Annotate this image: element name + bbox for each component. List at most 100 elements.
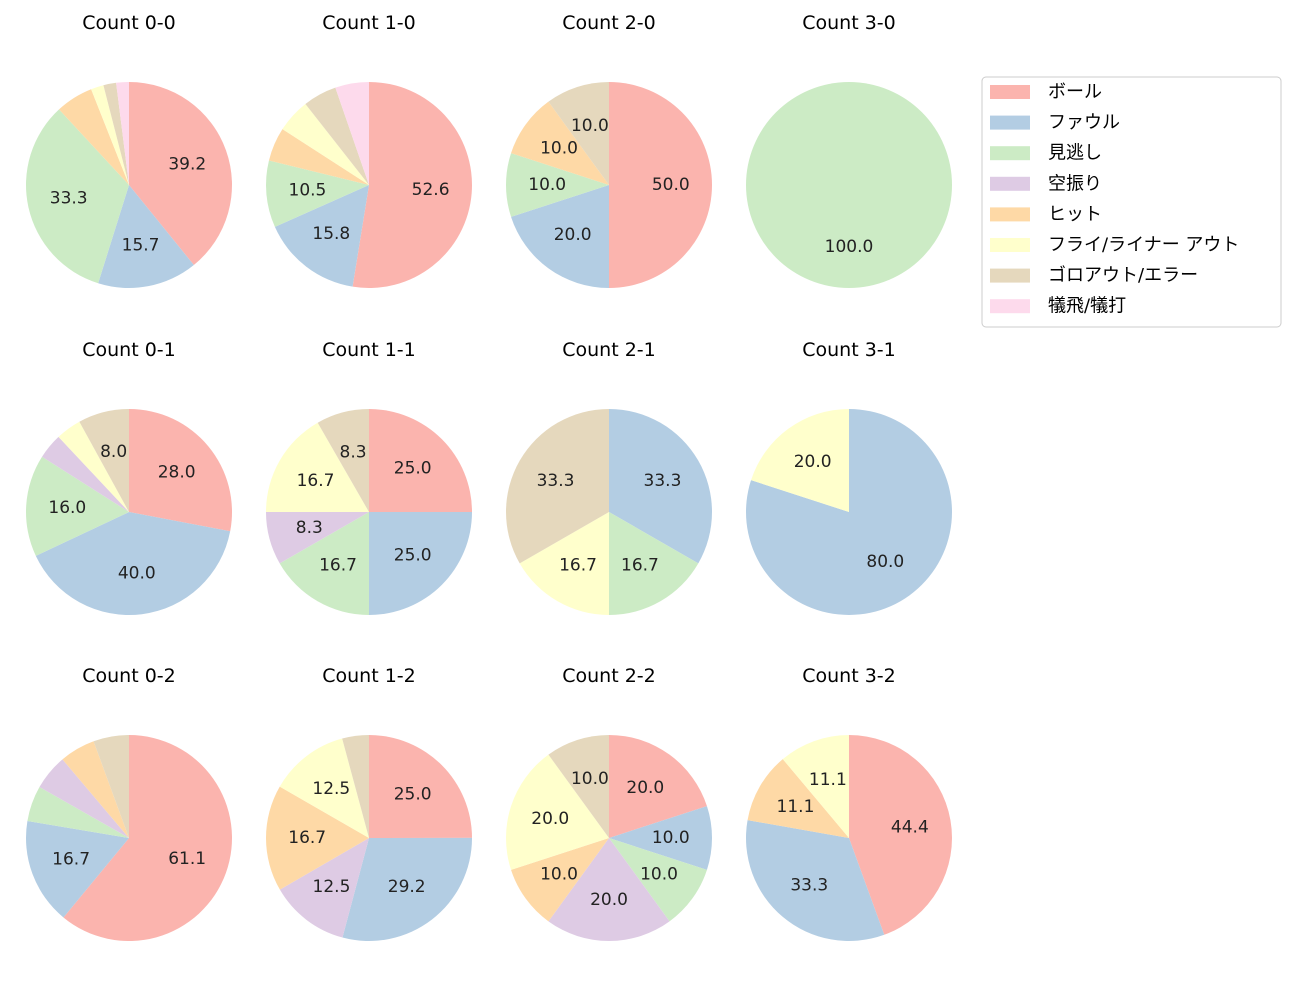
pie-slice-label: 61.1 <box>168 849 206 869</box>
pie-slice-3 <box>609 838 707 922</box>
pie-slice-label: 10.0 <box>640 864 678 884</box>
pie-slice-label: 20.0 <box>590 890 628 910</box>
legend-swatch <box>990 268 1030 283</box>
pie-slice-label: 29.2 <box>388 877 426 897</box>
pie-slice-1 <box>369 409 472 512</box>
pie-slice-label: 25.0 <box>394 546 432 566</box>
pie-slice-6 <box>91 85 129 185</box>
pie-slice-2 <box>511 185 609 288</box>
pie-slice-label: 20.0 <box>554 225 592 245</box>
pie-slice-2 <box>609 409 712 564</box>
pie-slice-label: 16.7 <box>288 828 326 848</box>
pie-count-0-0: Count 0-0 39.2 15.7 33.3 <box>25 12 233 288</box>
pie-slice-label: 33.3 <box>790 875 828 895</box>
pie-slice-8 <box>116 82 129 185</box>
pie-slice-6 <box>266 422 369 512</box>
pie-slice-label: 16.7 <box>621 555 659 575</box>
pie-title: Count 3-2 <box>802 665 896 687</box>
legend-swatch <box>990 238 1030 252</box>
pie-slice-2 <box>274 185 369 287</box>
pie-slice-5 <box>747 759 849 838</box>
pie-slice-6 <box>782 735 849 838</box>
pie-slice-7 <box>548 735 609 838</box>
legend-entry: フライ/ライナー アウト <box>1048 235 1239 256</box>
pie-title: Count 3-1 <box>802 339 896 361</box>
legend-entry: ゴロアウト/エラー <box>1048 265 1198 286</box>
pie-slice-label: 10.0 <box>652 828 690 848</box>
pie-slice-1 <box>609 82 712 288</box>
pie-count-3-1: Count 3-1 80.0 20.0 <box>746 339 953 615</box>
pie-slice-1 <box>63 735 233 941</box>
pie-slice-4 <box>39 759 129 838</box>
pie-slice-label: 15.8 <box>312 224 350 244</box>
pie-slice-label: 28.0 <box>158 463 196 483</box>
legend-entry: 見逃し <box>1048 143 1102 164</box>
pie-slice-2 <box>369 512 472 615</box>
pie-title: Count 2-2 <box>562 665 656 687</box>
pie-count-1-0: Count 1-0 52.6 15.8 10.5 <box>266 12 473 288</box>
pie-slice-6 <box>506 754 609 870</box>
legend-swatch <box>990 176 1030 191</box>
pie-slice-5 <box>59 89 129 185</box>
pie-slice-5 <box>511 101 609 185</box>
pie-slice-label: 44.4 <box>891 817 929 837</box>
pie-title: Count 0-2 <box>82 665 176 687</box>
pie-count-2-1: Count 2-1 33.3 16.7 16.7 33.3 <box>506 339 712 615</box>
pie-slice-3 <box>25 109 129 284</box>
pie-slice-6 <box>519 512 609 615</box>
pie-slice-6 <box>58 421 129 512</box>
legend-entry: ファウル <box>1048 112 1120 133</box>
pie-title: Count 2-1 <box>562 339 656 361</box>
pie-count-2-2: Count 2-220.010.010.020.010.020.010.0 <box>506 665 712 941</box>
pie-slice-label: 8.0 <box>100 442 127 462</box>
pie-slice-7 <box>317 409 369 512</box>
pie-slice-label: 20.0 <box>531 809 569 829</box>
pie-slice-1 <box>609 735 707 838</box>
legend-entry: 空振り <box>1048 173 1102 194</box>
pie-slice-label: 39.2 <box>168 154 206 174</box>
pie-slice-7 <box>93 735 129 838</box>
pie-count-3-0: Count 3-0 100.0 <box>746 12 952 288</box>
pie-slice-5 <box>62 741 129 838</box>
pie-slice-label: 8.3 <box>296 518 323 538</box>
legend-swatch <box>990 146 1030 161</box>
pie-slice-label: 16.7 <box>559 555 597 575</box>
pie-title: Count 0-0 <box>82 12 176 34</box>
pie-slice-7 <box>305 87 369 185</box>
pie-slice-4 <box>548 838 670 941</box>
pie-slice-label: 11.1 <box>777 797 815 817</box>
pie-slice-1 <box>849 735 953 935</box>
pie-count-1-1: Count 1-125.025.016.78.316.78.3 <box>266 339 472 615</box>
pie-count-0-1: Count 0-1 28.0 40.0 16.0 8.0 <box>26 339 232 616</box>
pie-slice-8 <box>335 82 369 185</box>
pie-slice-label: 25.0 <box>394 458 432 478</box>
pie-slice-1 <box>352 82 473 288</box>
pie-title: Count 3-0 <box>802 12 896 34</box>
pie-slice-label: 10.0 <box>571 116 609 136</box>
pie-slice-3 <box>26 456 130 556</box>
legend-entry: ヒット <box>1048 204 1102 225</box>
legend-swatch <box>990 207 1030 222</box>
pie-slice-label: 40.0 <box>118 563 156 583</box>
pie-slice-2 <box>26 820 130 918</box>
pie-slice-3 <box>506 153 609 217</box>
pie-slice-label: 20.0 <box>794 452 832 472</box>
pie-slice-label: 33.3 <box>537 471 575 491</box>
pie-slice-label: 25.0 <box>394 784 432 804</box>
pie-count-1-2: Count 1-2 25.0 29.2 12.5 16.7 12.5 <box>265 665 472 941</box>
pie-slice-2 <box>98 185 194 288</box>
pie-slice-label: 12.5 <box>313 877 351 897</box>
pie-slice-label: 10.0 <box>571 769 609 789</box>
pie-slice-4 <box>279 838 369 938</box>
pie-slice-label: 33.3 <box>644 471 682 491</box>
legend-swatch <box>990 85 1030 99</box>
pie-slice-7 <box>548 82 609 185</box>
pie-slice-7 <box>342 735 369 838</box>
pie-slice-label: 16.0 <box>48 498 86 518</box>
pie-slice-label: 52.6 <box>412 180 450 200</box>
pie-slice-6 <box>279 738 369 838</box>
pie-slice-label: 10.0 <box>540 139 578 159</box>
pie-slice-5 <box>268 129 369 185</box>
